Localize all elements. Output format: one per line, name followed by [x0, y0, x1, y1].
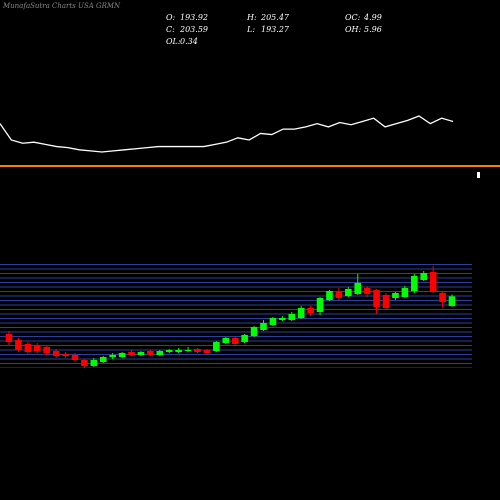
stat-value: 4.99: [363, 13, 382, 22]
stat-label: H:: [246, 13, 257, 22]
stat-label: OL:: [166, 37, 181, 46]
candle-body: [307, 308, 314, 313]
candle-body: [213, 342, 220, 351]
candle-body: [269, 318, 277, 325]
candle-body: [316, 298, 324, 312]
candle-body: [118, 353, 126, 357]
candle-body: [439, 293, 446, 302]
candle-body: [420, 273, 428, 280]
stat-value: 203.59: [179, 25, 208, 34]
candle-body: [33, 345, 41, 351]
candle-body: [222, 338, 230, 343]
candle-body: [231, 338, 239, 344]
marker: [477, 172, 480, 178]
candle-body: [99, 357, 107, 362]
candle-body: [5, 334, 13, 342]
candle-body: [43, 347, 51, 353]
candle-body: [250, 327, 258, 336]
candle-body: [137, 352, 145, 355]
candle-body: [392, 293, 399, 298]
candle-body: [373, 290, 380, 307]
candle-body: [260, 323, 267, 330]
candle-body: [326, 291, 333, 300]
candle-body: [194, 349, 201, 352]
candle-body: [410, 276, 418, 291]
candle-body: [241, 335, 248, 342]
stat-label: L:: [246, 25, 255, 34]
stat-value: 205.47: [260, 13, 290, 22]
candle-body: [147, 351, 154, 355]
candle-body: [382, 295, 390, 308]
chart-title: MunafaSutra Charts USA GRMN: [2, 2, 121, 10]
stat-label: O:: [166, 13, 176, 22]
candle-body: [297, 308, 305, 318]
stat-label: OC:: [345, 13, 361, 22]
candle-body: [90, 360, 98, 366]
stat-value: 193.92: [180, 13, 208, 22]
candle-body: [288, 314, 296, 320]
candle-body: [128, 352, 135, 355]
candle-body: [15, 340, 22, 350]
candle-body: [184, 350, 192, 351]
candle-body: [429, 272, 437, 292]
stat-label: OH:: [345, 25, 362, 34]
stat-value: 5.96: [364, 25, 382, 34]
candle-body: [363, 288, 371, 294]
price-grid: [0, 264, 472, 368]
candle-body: [109, 355, 116, 357]
candle-body: [165, 350, 173, 352]
candle-body: [448, 296, 456, 307]
candle-body: [62, 354, 69, 356]
stat-value: 193.27: [261, 25, 290, 34]
candle-body: [401, 288, 409, 297]
candle-body: [345, 289, 352, 296]
candle-body: [354, 283, 362, 294]
candle-body: [279, 318, 286, 320]
stat-label: C:: [166, 25, 175, 34]
candle-body: [156, 351, 164, 355]
candle-body: [203, 350, 211, 353]
stat-value: 0.34: [180, 37, 198, 46]
candle-body: [175, 350, 182, 352]
candle-body: [52, 351, 60, 356]
candle-body: [24, 344, 32, 352]
indicator-line: [0, 115, 454, 153]
candle-body: [81, 360, 88, 366]
candle-body: [335, 291, 343, 298]
candle-body: [71, 355, 79, 360]
